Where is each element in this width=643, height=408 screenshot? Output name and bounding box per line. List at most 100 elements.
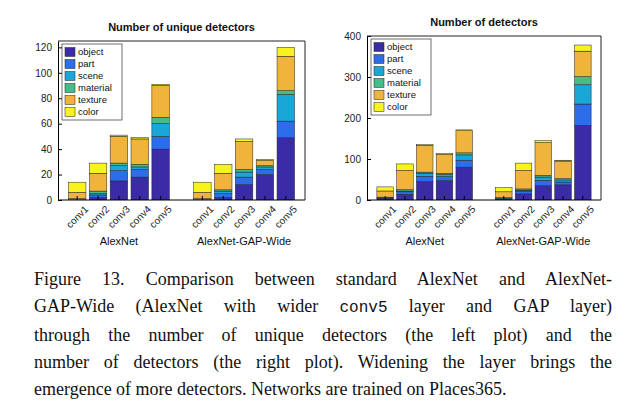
tick-label: conv1 [189,203,216,230]
caption-line: number of detectors (the right plot). Wi… [34,349,612,376]
tick: 100 [35,68,62,79]
bar [194,182,212,192]
frame [305,41,306,200]
axis-line [367,200,601,201]
bar [515,194,532,200]
bar [277,47,295,56]
bar [515,191,532,194]
bar [235,177,253,185]
tick-label: conv3 [106,203,133,230]
bar [131,169,149,177]
tick-mark [118,196,119,200]
legend-swatch [374,55,384,64]
legend: objectpartscenematerialtexturecolor [62,44,122,120]
caption-line: GAP-Wide (AlexNet with wider conv5 layer… [34,293,612,322]
tick: 100 [344,154,371,165]
tick-label: 200 [344,113,361,124]
caption-text: GAP-Wide (AlexNet with wider [34,296,339,316]
tick-mark [58,73,62,74]
bar [152,117,170,123]
bar [515,163,532,170]
frame [367,36,601,37]
legend-label: color [387,101,408,112]
bar [416,182,433,200]
bar [89,163,107,173]
bar [416,144,433,146]
bar [436,177,453,181]
figure: 020406080100120conv1conv2conv3conv4conv5… [0,0,643,262]
tick-mark [367,159,371,160]
bar [235,185,253,200]
tick-label: conv2 [85,203,112,230]
axis-line [58,200,305,201]
bar [397,192,414,194]
bar [377,187,394,191]
legend-swatch [65,96,75,105]
legend-swatch [65,60,75,69]
frame [58,41,305,42]
bar [277,138,295,200]
bar [214,173,232,190]
tick-label: 40 [41,144,53,155]
tick: conv5 [569,196,596,230]
bar [152,86,170,118]
caption-text: layer and GAP layer) [387,296,612,316]
bars [68,47,294,200]
series [68,56,294,198]
bar [152,136,170,149]
bar [436,175,453,177]
bar [575,125,592,200]
tick: conv5 [451,196,478,230]
legend-swatch [374,103,384,112]
tick-mark [58,175,62,176]
tick-label: conv2 [210,203,237,230]
tick-mark [367,118,371,119]
bar [436,154,453,173]
bar [152,124,170,137]
tick: conv5 [147,196,174,230]
tick-mark [58,149,62,150]
legend-label: texture [387,89,416,100]
tick-mark [264,196,265,200]
bar [456,129,473,131]
tick-mark [58,47,62,48]
legend-label: part [387,53,404,64]
bar [131,167,149,170]
bar [131,138,149,139]
title: Number of detectors [430,16,538,28]
legend-label: object [78,46,104,57]
bar [575,85,592,104]
bar [68,182,86,192]
series [377,77,591,199]
group-label: AlexNet [405,235,444,247]
bar [535,186,552,200]
bar [110,163,128,166]
bar [214,164,232,173]
bar [235,141,253,169]
legend-label: texture [78,94,107,105]
bar [256,161,274,166]
legend-label: material [387,77,421,88]
tick: 80 [41,93,62,104]
bar [555,185,572,200]
tick-mark [244,196,245,200]
bar [456,153,473,155]
bar [575,77,592,85]
tick-mark [563,196,564,200]
tick-mark [77,196,78,200]
legend-swatch [65,84,75,93]
bar [555,161,572,179]
bar [214,191,232,194]
bar [515,190,532,192]
tick-mark [139,196,140,200]
bar [277,91,295,95]
bar [89,191,107,194]
tick-label: conv3 [231,203,258,230]
bar [256,159,274,160]
tick-mark [98,196,99,200]
tick-label: 0 [355,195,361,206]
bar [397,164,414,171]
tick-label: conv4 [126,203,153,230]
tick: 200 [344,113,371,124]
tick: 40 [41,144,62,155]
